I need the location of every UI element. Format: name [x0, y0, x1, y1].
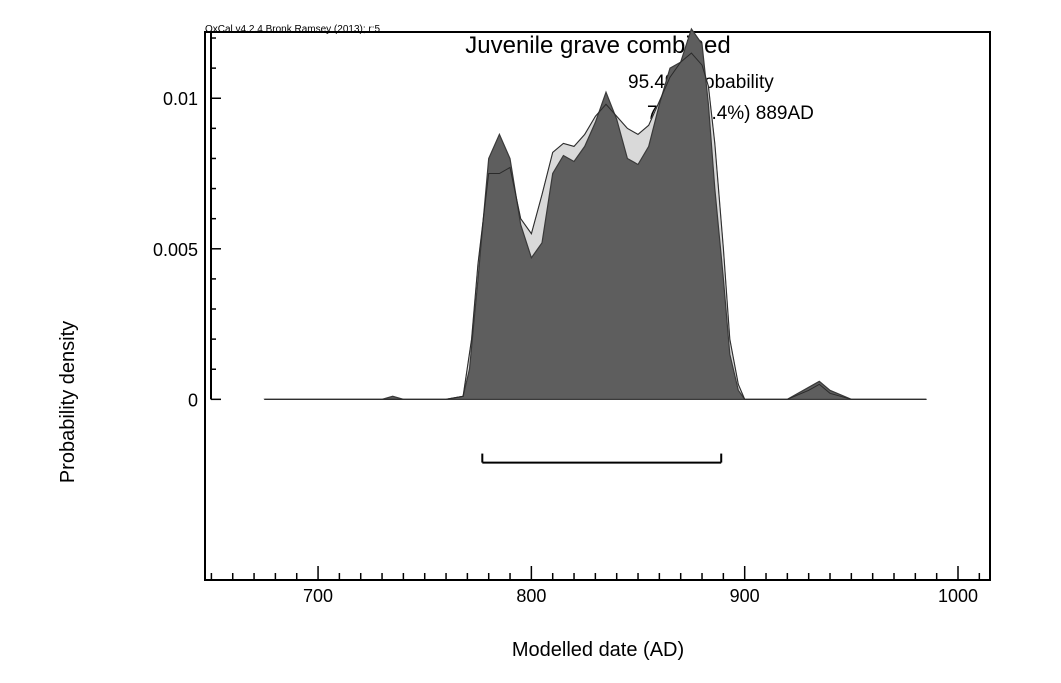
y-tick-label: 0.01: [163, 89, 198, 109]
x-tick-label: 1000: [938, 586, 978, 606]
plot-frame: [204, 31, 991, 581]
x-tick-labels: 700 800 900 1000: [303, 586, 978, 606]
range-bar-layer: [481, 453, 723, 464]
x-tick-label: 800: [516, 586, 546, 606]
y-tick-label: 0.005: [153, 240, 198, 260]
posterior-distribution-area: [263, 27, 927, 400]
prior-outline: [264, 52, 926, 400]
x-tick-label: 900: [730, 586, 760, 606]
x-axis-label: Modelled date (AD): [512, 639, 684, 661]
y-minor-ticks: [211, 37, 221, 401]
y-axis-label: Probability density: [57, 321, 79, 483]
x-tick-label: 700: [303, 586, 333, 606]
x-ticks: [210, 566, 981, 580]
software-credit: OxCal v4.2.4 Bronk Ramsey (2013); r:5: [205, 24, 381, 35]
y-tick-label: 0: [188, 390, 198, 410]
series-layer: [263, 27, 927, 400]
y-tick-labels: 0 0.005 0.01: [153, 89, 198, 410]
